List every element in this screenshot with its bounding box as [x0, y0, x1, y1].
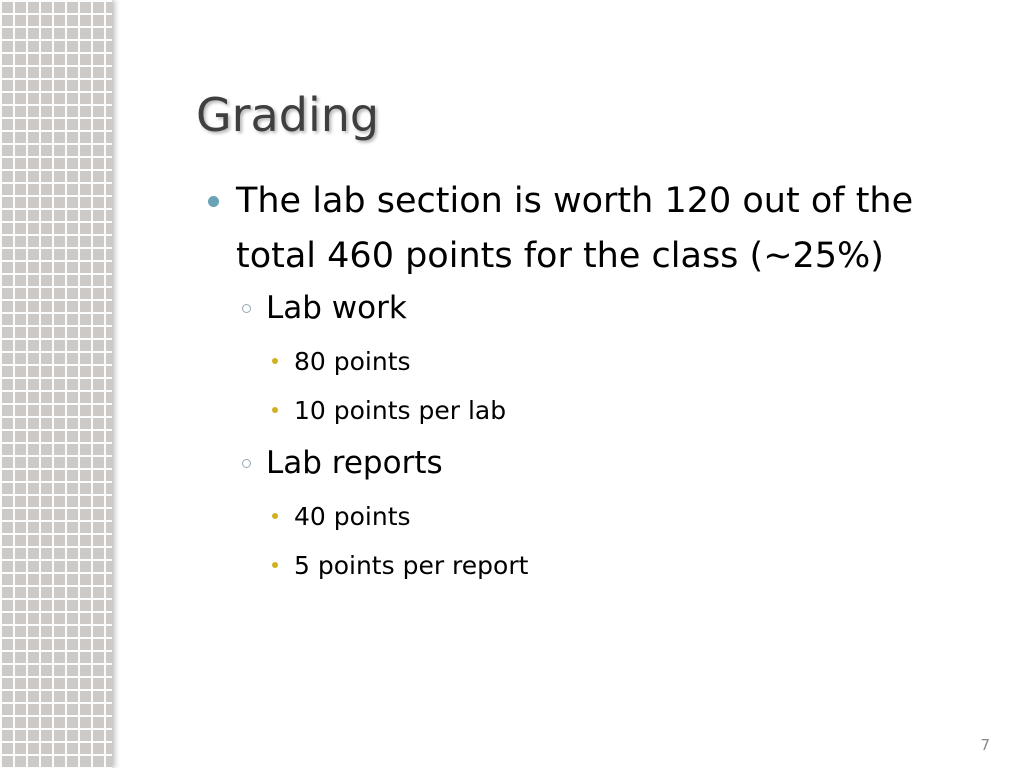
bullet-level2: Lab reports: [242, 445, 443, 481]
bullet-text: 5 points per report: [294, 551, 529, 580]
bullet-circle-icon: [242, 304, 251, 313]
bullet-level3: 40 points: [272, 502, 411, 531]
bullet-text: 40 points: [294, 502, 411, 531]
bullet-level3: 5 points per report: [272, 551, 529, 580]
bullet-level3: 10 points per lab: [272, 396, 507, 425]
bullet-circle-icon: [242, 459, 251, 468]
bullet-text: Lab reports: [266, 445, 443, 481]
bullet-text: 10 points per lab: [294, 396, 507, 425]
decorative-sidebar-pattern: [0, 0, 112, 768]
bullet-level2: Lab work: [242, 290, 407, 326]
bullet-dot-icon: [272, 407, 278, 413]
page-number: 7: [980, 736, 990, 754]
bullet-level3: 80 points: [272, 347, 411, 376]
bullet-level1: The lab section is worth 120 out of the …: [208, 174, 986, 284]
bullet-dot-icon: [272, 358, 278, 364]
bullet-text: 80 points: [294, 347, 411, 376]
bullet-text: Lab work: [266, 290, 407, 326]
bullet-text: The lab section is worth 120 out of the …: [236, 181, 914, 276]
bullet-dot-icon: [208, 196, 219, 207]
bullet-dot-icon: [272, 562, 278, 568]
bullet-dot-icon: [272, 513, 278, 519]
slide-title: Grading: [196, 88, 380, 142]
